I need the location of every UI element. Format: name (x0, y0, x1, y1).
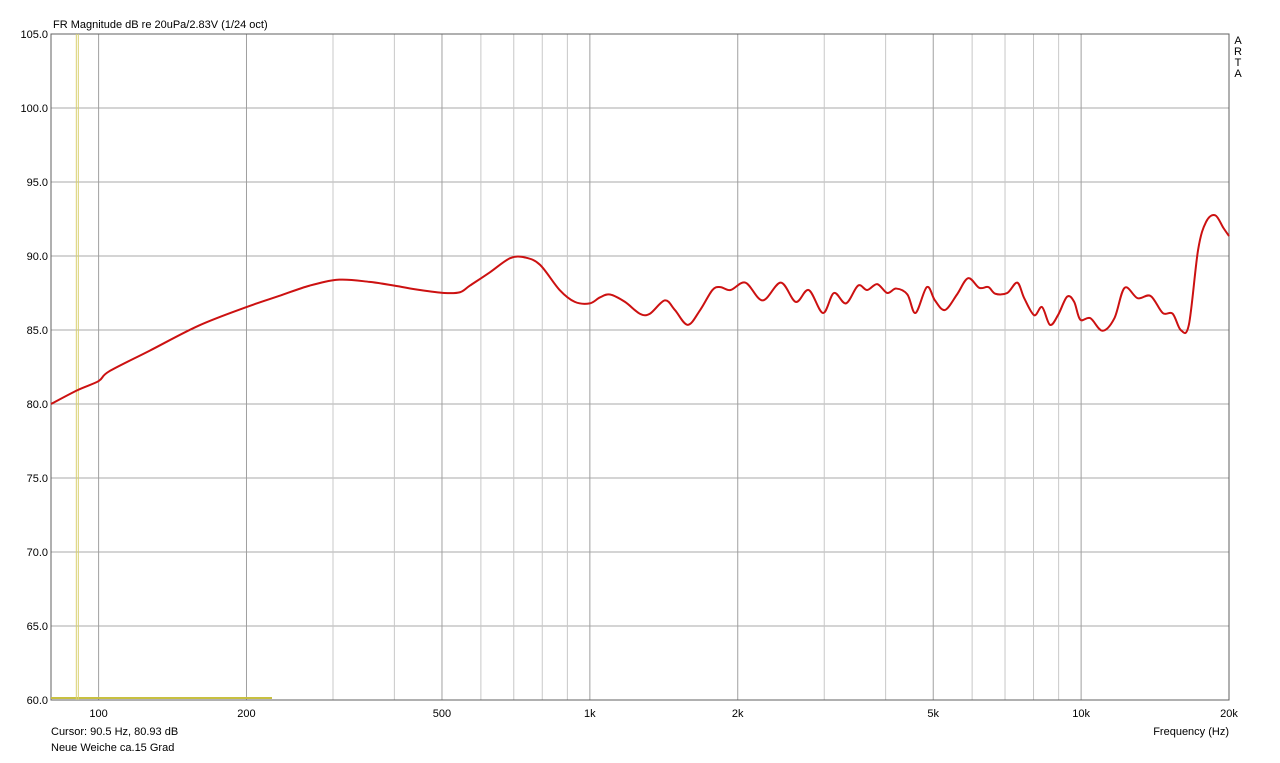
x-tick-label: 5k (927, 708, 939, 720)
fr-curve (50, 214, 1230, 405)
y-tick-label: 70.0 (27, 547, 48, 559)
x-tick-label: 1k (584, 708, 596, 720)
y-tick-label: 65.0 (27, 621, 48, 633)
y-tick-label: 60.0 (27, 695, 48, 707)
cursor-readout: Cursor: 90.5 Hz, 80.93 dB (51, 726, 178, 738)
x-tick-label: 20k (1220, 708, 1238, 720)
x-tick-label: 2k (732, 708, 744, 720)
x-tick-label: 500 (433, 708, 451, 720)
x-tick-label: 100 (89, 708, 107, 720)
legend-text: Neue Weiche ca.15 Grad (51, 742, 174, 754)
x-axis-label: Frequency (Hz) (1153, 726, 1229, 738)
y-tick-label: 95.0 (27, 177, 48, 189)
plot-frame (50, 33, 1230, 701)
x-tick-label: 10k (1072, 708, 1090, 720)
y-tick-label: 90.0 (27, 251, 48, 263)
y-tick-label: 75.0 (27, 473, 48, 485)
x-tick-label: 200 (237, 708, 255, 720)
chart-title: FR Magnitude dB re 20uPa/2.83V (1/24 oct… (53, 19, 268, 31)
y-tick-label: 80.0 (27, 399, 48, 411)
y-tick-label: 100.0 (20, 103, 48, 115)
y-tick-label: 105.0 (20, 29, 48, 41)
y-tick-label: 85.0 (27, 325, 48, 337)
